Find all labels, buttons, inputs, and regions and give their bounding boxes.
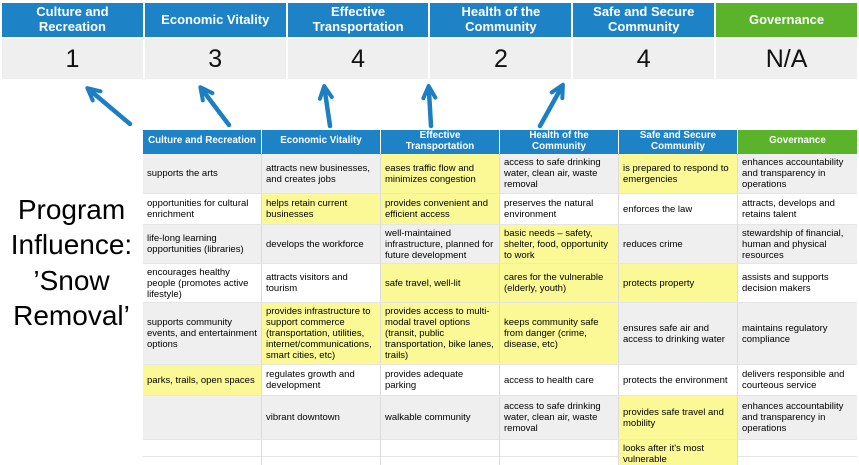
- matrix-header-culture-and-recreation: Culture and Recreation: [143, 130, 262, 154]
- priority-header-safe-and-secure-community: Safe and Secure Community: [573, 3, 715, 37]
- matrix-cell: opportunities for cultural enrichment: [143, 193, 262, 224]
- up-arrows-graphic: [85, 82, 565, 129]
- matrix-cell: [143, 439, 262, 465]
- matrix-cell-highlighted: cares for the vulnerable (elderly, youth…: [500, 263, 619, 302]
- arrows-zone: [0, 79, 859, 131]
- matrix-cell: preserves the natural environment: [500, 193, 619, 224]
- matrix-cell-highlighted: parks, trails, open spaces: [143, 364, 262, 395]
- matrix-cell: delivers responsible and courteous servi…: [742, 369, 845, 392]
- matrix-cell: assists and supports decision makers: [742, 272, 829, 295]
- matrix-cell: [500, 439, 619, 465]
- matrix-cell: reduces crime: [619, 224, 738, 263]
- matrix-cell: stewardship of financial, human and phys…: [738, 224, 857, 263]
- up-arrow-icon-2: [198, 85, 232, 128]
- priority-header-health-of-the-community: Health of the Community: [430, 3, 572, 37]
- priority-header-economic-vitality: Economic Vitality: [144, 3, 286, 37]
- score-row: 1 3 4 2 4 N/A: [2, 39, 857, 79]
- priority-header-governance: Governance: [716, 3, 857, 37]
- up-arrow-icon-4: [421, 84, 438, 129]
- matrix-row-1: supports the arts attracts new businesses…: [143, 153, 857, 194]
- score-health-of-the-community: 2: [430, 39, 572, 79]
- matrix-cell-highlighted: provides safe travel and mobility: [619, 395, 738, 439]
- matrix-cell-highlighted: is prepared to respond to emergencies: [619, 153, 738, 193]
- matrix-cell: vibrant downtown: [262, 395, 381, 439]
- matrix-cell: enforces the law: [619, 193, 738, 224]
- matrix-cell-highlighted: eases traffic flow and minimizes congest…: [381, 153, 500, 193]
- matrix-cell: well-maintained infrastructure, planned …: [381, 224, 500, 263]
- up-arrow-icon-5: [537, 82, 565, 129]
- matrix-cell: develops the workforce: [262, 224, 381, 263]
- matrix-cell: access to safe drinking water, clean air…: [500, 153, 619, 193]
- matrix-header-row: Culture and Recreation Economic Vitality E…: [143, 130, 857, 154]
- matrix-header-economic-vitality: Economic Vitality: [262, 130, 381, 154]
- matrix-row-3: life-long learning opportunities (librar…: [143, 224, 857, 264]
- priority-header-effective-transportation: Effective Transportation: [287, 3, 429, 37]
- main-content: Program Influence: ’Snow Removal’ Cultur…: [0, 130, 859, 465]
- program-influence-label: Program Influence: ’Snow Removal’: [0, 130, 143, 457]
- matrix-cell: provides adequate parking: [381, 364, 500, 395]
- matrix-cell: attracts, develops and retains talent: [742, 198, 835, 221]
- matrix-cell: enhances accountability and transparency…: [738, 153, 857, 193]
- matrix-row-7: vibrant downtown walkable community access…: [143, 395, 857, 440]
- matrix-header-safe-and-secure-community: Safe and Secure Community: [619, 130, 738, 154]
- matrix-cell-highlighted: provides convenient and efficient access: [381, 193, 500, 224]
- matrix-cell: [738, 440, 857, 465]
- matrix-cell: life-long learning opportunities (librar…: [143, 224, 262, 263]
- priority-header-row: Culture and Recreation Economic Vitality E…: [2, 3, 857, 37]
- matrix-cell: ensures safe air and access to drinking …: [619, 302, 738, 364]
- score-culture-and-recreation: 1: [2, 39, 143, 79]
- score-effective-transportation: 4: [287, 39, 429, 79]
- matrix-body: supports the arts attracts new businesses…: [143, 153, 857, 465]
- matrix-header-effective-transportation: Effective Transportation: [381, 130, 500, 154]
- matrix-cell-highlighted: looks after it's most vulnerable: [619, 439, 738, 465]
- matrix-cell-highlighted: provides access to multi-modal travel op…: [381, 302, 500, 364]
- matrix-row-6: parks, trails, open spaces regulates grow…: [143, 364, 857, 396]
- up-arrow-icon-1: [85, 86, 133, 127]
- matrix-cell: attracts visitors and tourism: [262, 263, 381, 302]
- matrix-cell-highlighted: provides infrastructure to support comme…: [262, 302, 381, 364]
- matrix-cell-highlighted: safe travel, well-lit: [381, 263, 500, 302]
- matrix-cell: access to safe drinking water, clean air…: [500, 395, 619, 439]
- program-influence-text: Program Influence: ’Snow Removal’: [10, 193, 133, 331]
- matrix-cell: protects the environment: [619, 364, 738, 395]
- score-economic-vitality: 3: [144, 39, 286, 79]
- matrix-cell-highlighted: helps retain current businesses: [262, 193, 381, 224]
- matrix-cell-highlighted: protects property: [619, 263, 738, 302]
- matrix-cell: [143, 395, 262, 439]
- matrix-row-8: looks after it's most vulnerable: [143, 439, 857, 465]
- matrix-cell: walkable community: [381, 395, 500, 439]
- priority-header-culture-and-recreation: Culture and Recreation: [2, 3, 143, 37]
- matrix-cell: regulates growth and development: [262, 364, 381, 395]
- matrix-cell-highlighted: basic needs – safety, shelter, food, opp…: [500, 224, 619, 263]
- matrix-cell: encourages healthy people (promotes acti…: [143, 263, 262, 302]
- matrix-cell: attracts new businesses, and creates job…: [262, 153, 381, 193]
- matrix-cell: maintains regulatory compliance: [738, 302, 857, 364]
- matrix-header-health-of-the-community: Health of the Community: [500, 130, 619, 154]
- matrix-row-2: opportunities for cultural enrichment hel…: [143, 193, 857, 225]
- up-arrow-icon-3: [317, 84, 334, 129]
- matrix-cell: [262, 439, 381, 465]
- matrix-row-5: supports community events, and entertain…: [143, 302, 857, 365]
- matrix-cell: supports community events, and entertain…: [143, 302, 262, 364]
- matrix-cell-highlighted: keeps community safe from danger (crime,…: [500, 302, 619, 364]
- matrix-header-governance: Governance: [738, 130, 857, 154]
- matrix-cell: [381, 439, 500, 465]
- influence-matrix: Culture and Recreation Economic Vitality E…: [143, 130, 857, 465]
- score-governance: N/A: [716, 39, 857, 79]
- matrix-cell: access to health care: [500, 364, 619, 395]
- matrix-row-4: encourages healthy people (promotes acti…: [143, 263, 857, 303]
- matrix-cell: supports the arts: [143, 153, 262, 193]
- score-safe-and-secure-community: 4: [573, 39, 715, 79]
- matrix-cell: enhances accountability and transparency…: [738, 395, 857, 439]
